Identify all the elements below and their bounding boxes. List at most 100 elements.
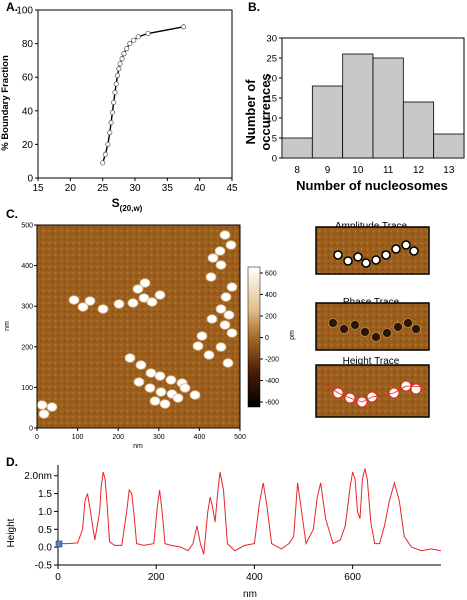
chart-c-ytick-label: 500 [21, 223, 33, 230]
chart-c-xtick-label: 400 [194, 434, 206, 441]
chart-a-xlabel-sub: (20,w) [120, 204, 143, 213]
nucleosome-blob [155, 387, 167, 397]
inset-amplitude-particle [391, 244, 401, 254]
nucleosome-blob [68, 295, 80, 305]
nucleosome-blob [226, 282, 238, 292]
inset-phase-particle [382, 328, 392, 338]
chart-a-xtick-label: 45 [226, 183, 238, 194]
afm-image [37, 225, 240, 428]
nucleosome-blob [97, 304, 109, 314]
inset-amplitude-particle [361, 258, 371, 268]
panel-a-label: A. [6, 0, 18, 14]
colorbar-tick-label: 200 [265, 314, 277, 321]
nucleosome-blob [215, 342, 227, 352]
colorbar [247, 266, 261, 408]
chart-d-ytick-label: 1.0 [38, 507, 52, 518]
nucleosome-blob [222, 358, 234, 368]
inset-height-particle [410, 383, 422, 395]
chart-d-xlabel: nm [243, 589, 257, 600]
colorbar-tick-label: -400 [265, 378, 279, 385]
chart-b-ytick-label: 5 [272, 134, 277, 145]
chart-a: 15 20 25 30 35 40 45 0 20 40 60 80 100 % Boundary Fr… [0, 6, 238, 214]
chart-b-xtick-label: 8 [294, 165, 300, 176]
chart-a-point [145, 30, 151, 37]
chart-a-xtick-label: 20 [65, 183, 77, 194]
chart-a-xtick-label: 40 [194, 183, 206, 194]
nucleosome-blob [215, 304, 227, 314]
nucleosome-blob [192, 341, 204, 351]
nucleosome-blob [215, 260, 227, 270]
chart-a-xtick-label: 25 [97, 183, 109, 194]
chart-b-bar [372, 57, 404, 159]
chart-b-xtick-label: 12 [413, 165, 425, 176]
nucleosome-blob [203, 350, 215, 360]
chart-b-xtick-label: 10 [352, 165, 364, 176]
chart-a-point [180, 24, 187, 30]
chart-b-ytick-label: 30 [266, 34, 277, 45]
chart-b-ylabel-line1: Number of [243, 79, 258, 145]
cursor-marker [55, 540, 63, 548]
chart-b-ylabel-line2: occurrences [258, 73, 273, 150]
chart-c-xtick-label: 0 [35, 434, 39, 441]
chart-b-ytick-label: 25 [266, 54, 277, 65]
nucleosome-blob [135, 360, 147, 370]
inset-phase-particle [360, 327, 370, 337]
chart-c-ytick-label: 0 [29, 426, 33, 433]
nucleosome-blob [133, 377, 145, 387]
chart-c-xtick-label: 200 [112, 434, 124, 441]
chart-a-ylabel: % Boundary Fraction [0, 55, 11, 151]
nucleosome-blob [132, 284, 144, 294]
nucleosome-blob [144, 383, 156, 393]
chart-c-xlabel: nm [133, 443, 143, 450]
chart-a-point [121, 51, 127, 57]
chart-a-point [112, 89, 118, 95]
chart-b-ytick-label: 15 [266, 94, 277, 105]
nucleosome-blob [223, 310, 235, 320]
chart-c-xtick-label: 300 [153, 434, 165, 441]
nucleosome-blob [172, 393, 184, 403]
nucleosome-blob [145, 368, 157, 378]
chart-d-ylabel: Height [6, 518, 17, 547]
chart-a-point [117, 61, 123, 67]
inset-amplitude-particle [381, 250, 391, 260]
chart-b: 0 5 10 15 20 25 30 8 9 10 11 12 13 Number of occurre… [243, 34, 465, 193]
chart-d: 0 200 400 600 -0.5 0.0 0.5 1.0 1.5 2.0nm Height n… [6, 465, 442, 600]
inset-phase-particle [339, 324, 349, 334]
nucleosome-blob [219, 320, 231, 330]
nucleosome-blob [77, 302, 89, 312]
chart-a-point [100, 160, 106, 166]
nucleosome-blob [154, 371, 166, 381]
chart-a-xtick-label: 30 [129, 183, 141, 194]
inset-amplitude-particle [371, 255, 381, 265]
nucleosome-blob [165, 375, 177, 385]
chart-a-point [114, 72, 121, 79]
colorbar-tick-label: 600 [265, 271, 277, 278]
chart-d-height-profile [58, 468, 442, 555]
chart-b-bar [402, 101, 435, 159]
chart-a-xtick-label: 35 [162, 183, 174, 194]
nucleosome-blob [38, 409, 50, 419]
chart-a-point [107, 130, 113, 136]
chart-d-ytick-label: -0.5 [35, 561, 53, 572]
chart-d-xtick-label: 200 [148, 572, 165, 583]
panel-b-label: B. [248, 0, 260, 14]
colorbar-tick-label: -600 [265, 400, 279, 407]
chart-a-ytick-label: 0 [27, 174, 33, 185]
chart-a-point [127, 41, 133, 47]
chart-a-point [111, 99, 117, 105]
chart-d-xtick-label: 400 [246, 572, 263, 583]
nucleosome-blob [206, 314, 218, 324]
nucleosome-blob [149, 396, 161, 406]
chart-b-xtick-label: 9 [325, 165, 331, 176]
chart-d-ytick-label: 0.0 [38, 543, 52, 554]
nucleosome-blob [226, 328, 238, 338]
inset-phase-particle [371, 332, 381, 342]
nucleosome-blob [196, 331, 208, 341]
chart-c-ytick-label: 200 [21, 344, 33, 351]
chart-a-ytick-label: 60 [22, 73, 34, 84]
panel-d-label: D. [6, 455, 18, 469]
inset-phase-particle [403, 318, 413, 328]
chart-b-xtick-label: 11 [383, 165, 394, 176]
inset-amplitude-particle [333, 250, 343, 260]
chart-b-bar [311, 85, 344, 159]
